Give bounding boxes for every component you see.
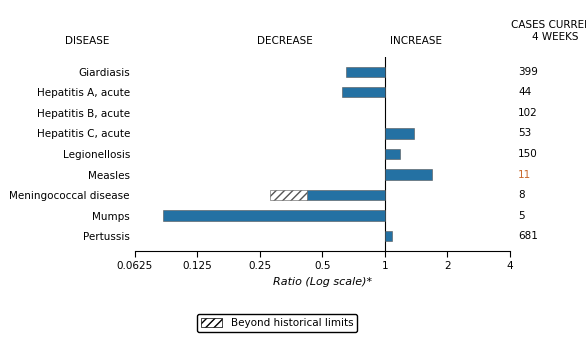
Bar	[306, 190, 385, 200]
Bar	[342, 87, 385, 97]
Bar	[385, 128, 414, 139]
Text: DECREASE: DECREASE	[257, 36, 313, 46]
Text: 399: 399	[518, 67, 538, 77]
X-axis label: Ratio (Log scale)*: Ratio (Log scale)*	[272, 277, 372, 286]
Text: 8: 8	[518, 190, 525, 200]
Text: 5: 5	[518, 211, 525, 221]
Bar	[385, 231, 392, 241]
Text: INCREASE: INCREASE	[390, 36, 442, 46]
Text: CASES CURRENT
4 WEEKS: CASES CURRENT 4 WEEKS	[511, 20, 586, 42]
Bar	[385, 169, 432, 180]
Text: DISEASE: DISEASE	[66, 36, 110, 46]
Text: 681: 681	[518, 231, 538, 241]
Bar	[270, 190, 306, 200]
Legend: Beyond historical limits: Beyond historical limits	[197, 314, 357, 332]
Text: 53: 53	[518, 129, 532, 139]
Bar	[346, 67, 385, 77]
Text: 44: 44	[518, 87, 532, 97]
Text: 102: 102	[518, 108, 538, 118]
Bar	[162, 211, 385, 221]
Text: 150: 150	[518, 149, 538, 159]
Text: 11: 11	[518, 169, 532, 179]
Bar	[385, 149, 400, 159]
